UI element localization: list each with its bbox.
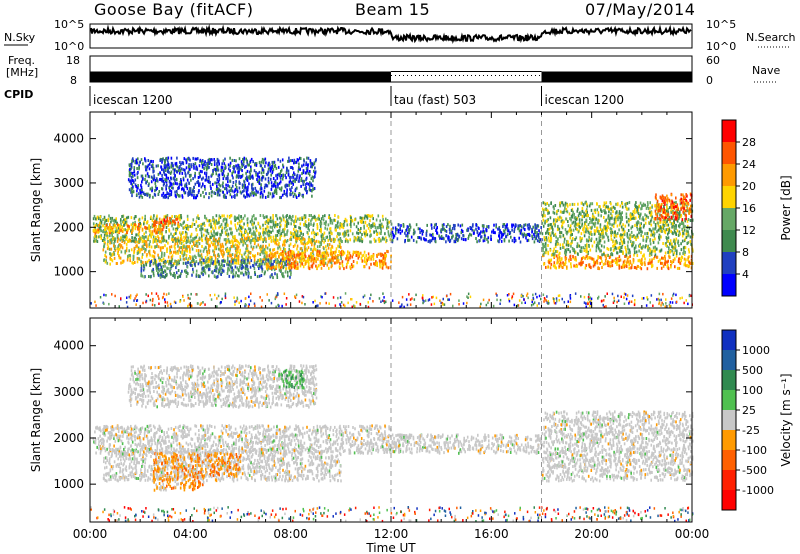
velocity-ylabel: Slant Range [km] <box>29 368 43 472</box>
power-colorbar-cell-3 <box>722 208 736 230</box>
power-colorbar-label: Power [dB] <box>779 175 793 240</box>
velocity-scatter-band-1 <box>102 447 342 483</box>
nave-tick-bottom: 0 <box>706 74 713 87</box>
power-colorbar-tick-0: 28 <box>742 136 756 149</box>
station-title: Goose Bay (fitACF) <box>94 0 254 19</box>
x-tick-label-2: 08:00 <box>273 527 308 541</box>
x-tick-label-1: 04:00 <box>173 527 208 541</box>
power-colorbar-cell-2 <box>722 230 736 252</box>
power-y-tick-2: 3000 <box>53 176 84 190</box>
velocity-colorbar-cell-1 <box>722 470 736 490</box>
power-colorbar-cell-7 <box>722 120 736 142</box>
date-title: 07/May/2014 <box>585 0 696 19</box>
power-colorbar-tick-1: 24 <box>742 158 756 171</box>
velocity-scatter-band-0 <box>92 424 393 455</box>
x-axis-label: Time UT <box>365 541 416 554</box>
power-colorbar-cell-6 <box>722 142 736 164</box>
power-scatter-band-10 <box>654 192 693 222</box>
power-y-tick-0: 1000 <box>53 265 84 279</box>
nsearch-label: N.Search <box>746 31 796 44</box>
velocity-colorbar-cell-2 <box>722 450 736 470</box>
power-scatter-band-9 <box>541 200 694 257</box>
power-colorbar-cell-1 <box>722 252 736 274</box>
velocity-near-range-clutter <box>90 506 694 523</box>
power-y-tick-3: 4000 <box>53 132 84 146</box>
freq-panel-frame <box>89 55 693 83</box>
power-scatter-band-8 <box>542 253 694 271</box>
velocity-colorbar-cell-7 <box>722 350 736 370</box>
nsearch-tick-top: 10^5 <box>706 18 736 31</box>
power-scatter-band-5 <box>265 249 392 271</box>
nsky-series <box>90 24 692 44</box>
velocity-colorbar-cell-3 <box>722 430 736 450</box>
x-tick-label-6: 00:00 <box>675 527 710 541</box>
velocity-colorbar-frame <box>721 329 737 511</box>
cpid-segment-0: icescan 1200 <box>93 93 172 107</box>
power-colorbar-tick-3: 16 <box>742 202 756 215</box>
freq-unit: [MHz] <box>6 66 38 79</box>
velocity-y-tick-2: 3000 <box>53 385 84 399</box>
velocity-colorbar-tick-3: 25 <box>742 404 756 417</box>
beam-title: Beam 15 <box>355 0 431 19</box>
power-y-tick-1: 2000 <box>53 220 84 234</box>
x-tick-label-0: 00:00 <box>73 527 108 541</box>
nave-label: Nave <box>752 64 780 77</box>
velocity-scatter-band-3 <box>152 474 205 492</box>
power-colorbar-tick-4: 12 <box>742 224 756 237</box>
velocity-colorbar-tick-0: 1000 <box>742 344 770 357</box>
velocity-y-tick-1: 2000 <box>53 431 84 445</box>
power-ylabel: Slant Range [km] <box>29 158 43 262</box>
velocity-colorbar-cell-6 <box>722 370 736 390</box>
velocity-colorbar-tick-7: -1000 <box>742 484 774 497</box>
velocity-colorbar-cell-5 <box>722 390 736 410</box>
power-scatter-band-4 <box>140 258 292 280</box>
cpid-label: CPID <box>4 88 33 101</box>
velocity-y-tick-0: 1000 <box>53 477 84 491</box>
cpid-segment-2: icescan 1200 <box>545 93 624 107</box>
power-colorbar-cell-4 <box>722 186 736 208</box>
freq-nave-block-2 <box>541 71 692 82</box>
nsky-tick-top: 10^5 <box>54 18 84 31</box>
power-colorbar-cell-0 <box>722 274 736 296</box>
power-scatter-band-2 <box>153 216 180 228</box>
velocity-y-tick-3: 4000 <box>53 339 84 353</box>
nave-tick-top: 60 <box>706 54 720 67</box>
velocity-scatter-band-7 <box>278 368 305 390</box>
freq-tick-bottom: 8 <box>70 74 77 87</box>
power-colorbar-tick-5: 8 <box>742 246 749 259</box>
velocity-colorbar-cell-0 <box>722 490 736 510</box>
power-scatter-band-7 <box>391 222 543 244</box>
nsky-panel-frame <box>89 23 693 49</box>
velocity-scatter-band-5 <box>391 433 543 455</box>
power-colorbar-tick-6: 4 <box>742 268 749 281</box>
velocity-scatter-band-6 <box>541 410 694 483</box>
x-tick-label-4: 16:00 <box>474 527 509 541</box>
freq-label: Freq. <box>8 54 35 67</box>
velocity-colorbar-cell-8 <box>722 330 736 350</box>
velocity-colorbar-cell-4 <box>722 410 736 430</box>
freq-nave-block-0 <box>90 71 391 82</box>
power-colorbar-cell-5 <box>722 164 736 186</box>
power-scatter-band-1 <box>92 223 166 235</box>
velocity-colorbar-tick-5: -100 <box>742 444 767 457</box>
cpid-segment-1: tau (fast) 503 <box>394 93 476 107</box>
nsearch-tick-bottom: 10^0 <box>706 40 736 53</box>
power-colorbar-tick-2: 20 <box>742 180 756 193</box>
power-near-range-clutter <box>90 292 693 309</box>
velocity-colorbar-tick-4: -25 <box>742 424 760 437</box>
velocity-scatter-band-2 <box>152 451 242 478</box>
nsky-tick-bottom: 10^0 <box>54 40 84 53</box>
x-tick-label-5: 20:00 <box>574 527 609 541</box>
nsky-label: N.Sky <box>4 31 36 44</box>
freq-tick-top: 18 <box>66 54 80 67</box>
velocity-colorbar-tick-1: 500 <box>742 364 763 377</box>
velocity-colorbar-tick-2: 100 <box>742 384 763 397</box>
velocity-colorbar-label: Velocity [m s⁻¹] <box>779 373 793 466</box>
power-scatter-band-6 <box>127 156 317 200</box>
velocity-colorbar-tick-6: -500 <box>742 464 767 477</box>
x-tick-label-3: 12:00 <box>374 527 409 541</box>
